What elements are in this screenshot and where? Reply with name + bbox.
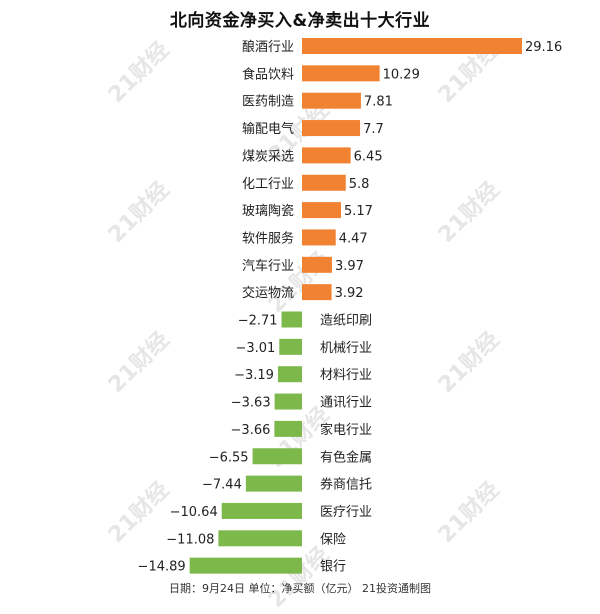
category-label: 材料行业 [320,368,372,383]
category-label: 输配电气 [242,121,294,137]
value-label: −14.89 [138,560,186,575]
bar [302,174,346,191]
category-label: 化工行业 [242,177,294,192]
bar [302,284,332,301]
chart-footer: 日期：9月24日 单位：净买额（亿元） 21投资通制图 [169,582,431,595]
bar [277,366,302,383]
value-label: 5.8 [349,177,370,192]
value-label: 7.7 [363,122,384,137]
value-label: 7.81 [364,95,393,110]
bar [302,92,361,109]
category-label: 酿酒行业 [242,39,294,55]
category-label: 家电行业 [320,422,372,438]
category-label: 有色金属 [320,449,372,465]
bar [252,448,302,465]
value-label: −3.01 [235,341,275,356]
bar [302,120,361,137]
bar [302,147,351,164]
bar [221,502,302,519]
value-label: −2.71 [238,314,278,329]
value-label: −7.44 [202,478,242,493]
bar [302,229,336,246]
value-label: 3.97 [335,259,364,274]
category-label: 煤炭采选 [242,149,294,164]
bar-chart: 酿酒行业 29.16 食品饮料 10.29 医药制造 7.81 输配电气 7.7 煤炭采选 6.4… [138,38,562,575]
category-label: 医疗行业 [320,505,372,520]
bar [302,38,522,54]
category-label: 汽车行业 [242,258,294,274]
value-label: 5.17 [344,204,373,219]
value-label: 6.45 [354,149,383,164]
bar [302,65,380,82]
bar [274,420,302,437]
category-label: 交运物流 [242,285,294,301]
value-label: 29.16 [525,40,562,55]
value-label: −11.08 [166,532,214,547]
value-label: −6.55 [209,450,249,465]
value-label: −3.63 [231,396,271,411]
category-label: 玻璃陶瓷 [242,203,294,219]
bar [281,311,302,328]
category-label: 银行 [320,560,346,575]
value-label: 4.47 [339,231,368,246]
bar [302,202,342,219]
value-label: 10.29 [383,67,420,82]
value-label: 3.92 [335,286,364,301]
bar [302,256,332,273]
category-label: 医药制造 [242,95,294,110]
value-label: −3.66 [231,423,271,438]
value-label: −10.64 [170,505,218,520]
bar [218,530,302,547]
category-label: 保险 [320,532,346,547]
category-label: 通讯行业 [320,396,372,411]
category-label: 食品饮料 [242,66,294,82]
bar [274,393,302,410]
bar [189,557,302,574]
value-label: −3.19 [234,368,274,383]
category-label: 造纸印刷 [320,314,372,329]
category-label: 券商信托 [320,477,372,493]
chart-title: 北向资金净买入&净卖出十大行业 [169,11,431,31]
category-label: 软件服务 [242,230,294,246]
bar [279,338,302,355]
category-label: 机械行业 [320,341,372,356]
bar [245,475,302,492]
